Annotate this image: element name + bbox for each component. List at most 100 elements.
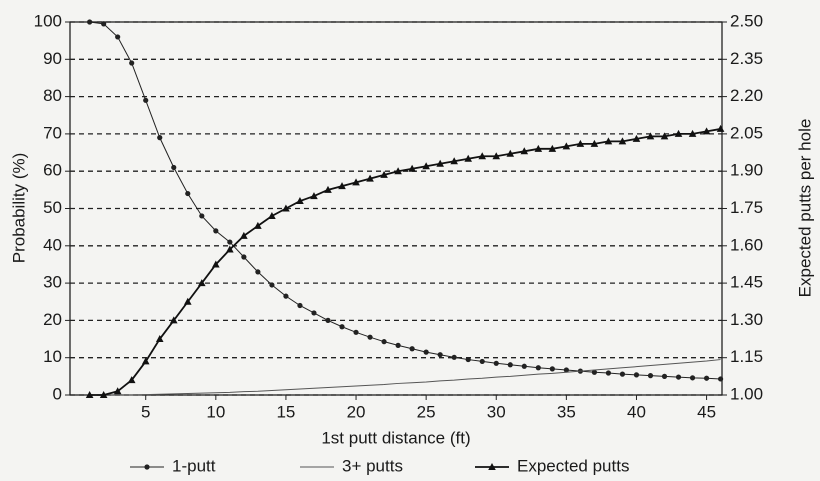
data-point: [605, 370, 612, 376]
y-axis-title: Probability (%): [9, 153, 28, 264]
data-point: [381, 339, 387, 345]
data-point: [450, 157, 458, 165]
data-point: [254, 221, 262, 229]
y2-tick-label: 1.00: [730, 384, 763, 403]
data-point: [352, 178, 360, 186]
x-tick-label: 10: [206, 402, 225, 421]
data-point: [702, 127, 711, 135]
data-point: [282, 204, 290, 212]
series-line: [89, 359, 721, 396]
data-point: [169, 316, 178, 324]
data-point: [297, 302, 303, 309]
data-point: [338, 182, 346, 190]
data-point: [115, 34, 121, 40]
data-point: [141, 357, 150, 365]
y2-tick-label: 2.05: [730, 123, 763, 142]
data-point: [548, 144, 557, 152]
x-axis-title: 1st putt distance (ft): [321, 428, 470, 447]
x-tick-label: 15: [276, 402, 295, 421]
data-point: [129, 60, 135, 66]
x-tick-label: 30: [487, 402, 506, 421]
data-point: [703, 375, 710, 381]
data-point: [408, 164, 416, 172]
y-tick-label: 50: [43, 198, 62, 217]
data-point: [268, 211, 276, 219]
data-point: [646, 132, 655, 140]
data-point: [465, 356, 471, 363]
data-point: [395, 342, 401, 348]
y-tick-label: 60: [43, 161, 62, 180]
data-point: [590, 139, 599, 147]
legend-label: 3+ putts: [342, 456, 403, 475]
data-point: [506, 149, 515, 157]
data-point: [661, 373, 668, 379]
data-point: [183, 297, 192, 305]
data-point: [394, 167, 402, 175]
data-point: [198, 279, 206, 287]
data-point: [478, 152, 487, 160]
data-point: [85, 391, 94, 398]
data-point: [507, 362, 513, 368]
y2-tick-label: 2.35: [730, 49, 763, 68]
data-point: [437, 352, 443, 358]
data-point: [283, 293, 289, 299]
data-point: [143, 97, 149, 103]
data-point: [520, 147, 529, 155]
data-point: [688, 129, 697, 137]
y-tick-label: 0: [53, 384, 62, 403]
data-point: [87, 19, 93, 25]
data-point: [155, 335, 164, 343]
x-tick-label: 35: [557, 402, 576, 421]
data-point: [535, 365, 541, 371]
y-tick-label: 80: [43, 86, 62, 105]
data-point: [339, 324, 345, 330]
data-point: [716, 124, 725, 132]
series-line: [89, 21, 721, 380]
data-point: [492, 152, 501, 160]
x-tick-label: 5: [141, 402, 150, 421]
data-point: [436, 159, 444, 167]
y2-tick-label: 1.15: [730, 347, 763, 366]
data-point: [366, 174, 374, 182]
legend-label: 1-putt: [172, 456, 216, 475]
data-point: [380, 170, 388, 178]
legend-label: Expected putts: [517, 456, 629, 475]
data-point: [619, 371, 626, 377]
data-point: [422, 162, 430, 170]
y-tick-label: 100: [34, 11, 62, 30]
data-point: [563, 367, 569, 373]
series-line: [89, 128, 721, 396]
data-point: [367, 334, 373, 340]
data-point: [479, 358, 485, 365]
data-point: [549, 366, 555, 372]
legend-marker: [144, 464, 150, 470]
y2-tick-label: 1.45: [730, 273, 763, 292]
data-point: [604, 137, 613, 145]
x-tick-label: 45: [697, 402, 716, 421]
data-point: [618, 137, 627, 145]
y-tick-label: 10: [43, 347, 62, 366]
data-point: [213, 228, 219, 234]
y2-tick-label: 2.50: [730, 11, 763, 30]
y2-tick-label: 1.60: [730, 235, 763, 254]
data-point: [324, 185, 332, 193]
y2-tick-label: 1.90: [730, 161, 763, 180]
data-point: [199, 213, 205, 219]
data-point: [521, 363, 527, 369]
data-point: [226, 245, 234, 253]
y-tick-label: 70: [43, 123, 62, 142]
y-tick-label: 20: [43, 310, 62, 329]
y2-axis-title: Expected putts per hole: [795, 119, 814, 298]
data-point: [660, 132, 669, 140]
x-tick-label: 40: [627, 402, 646, 421]
data-point: [632, 134, 641, 142]
data-point: [576, 139, 585, 147]
x-tick-label: 20: [347, 402, 366, 421]
y-tick-label: 90: [43, 49, 62, 68]
y2-tick-label: 1.75: [730, 198, 763, 217]
data-point: [675, 374, 682, 380]
data-point: [534, 144, 543, 152]
data-point: [240, 231, 248, 239]
data-point: [562, 142, 571, 150]
